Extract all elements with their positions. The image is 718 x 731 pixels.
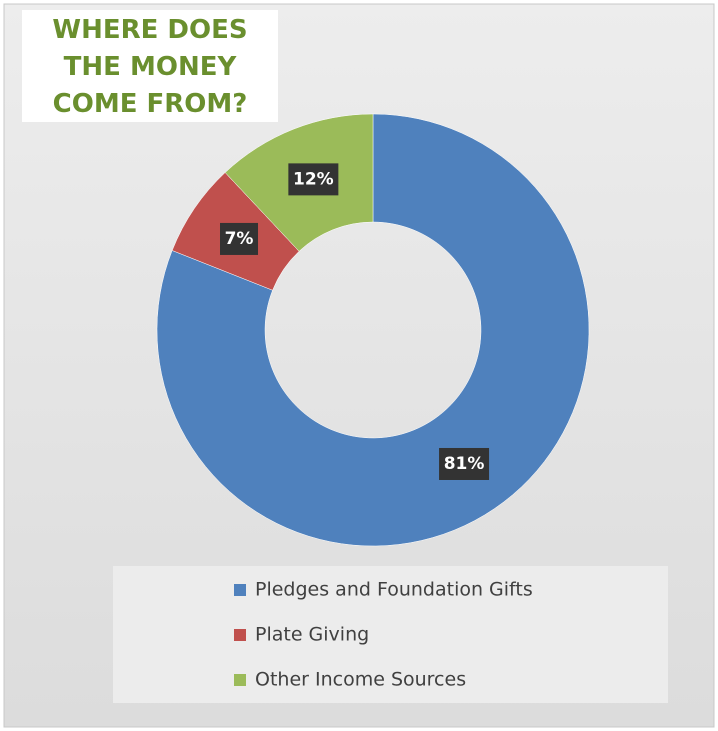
legend-swatch <box>234 674 246 686</box>
legend-swatch <box>234 584 246 596</box>
legend-swatch <box>234 629 246 641</box>
legend-box <box>113 566 668 703</box>
legend-label: Pledges and Foundation Gifts <box>255 579 533 601</box>
chart-title: WHERE DOES THE MONEY COME FROM? <box>22 10 278 122</box>
data-label: 81% <box>444 454 485 474</box>
legend-label: Plate Giving <box>255 624 369 646</box>
data-label-box <box>220 222 259 255</box>
data-label-box <box>439 447 490 480</box>
data-label-box <box>288 163 339 196</box>
data-label: 12% <box>293 169 334 189</box>
donut-slice <box>156 113 590 547</box>
legend-label: Other Income Sources <box>255 669 466 691</box>
data-label: 7% <box>225 229 254 249</box>
